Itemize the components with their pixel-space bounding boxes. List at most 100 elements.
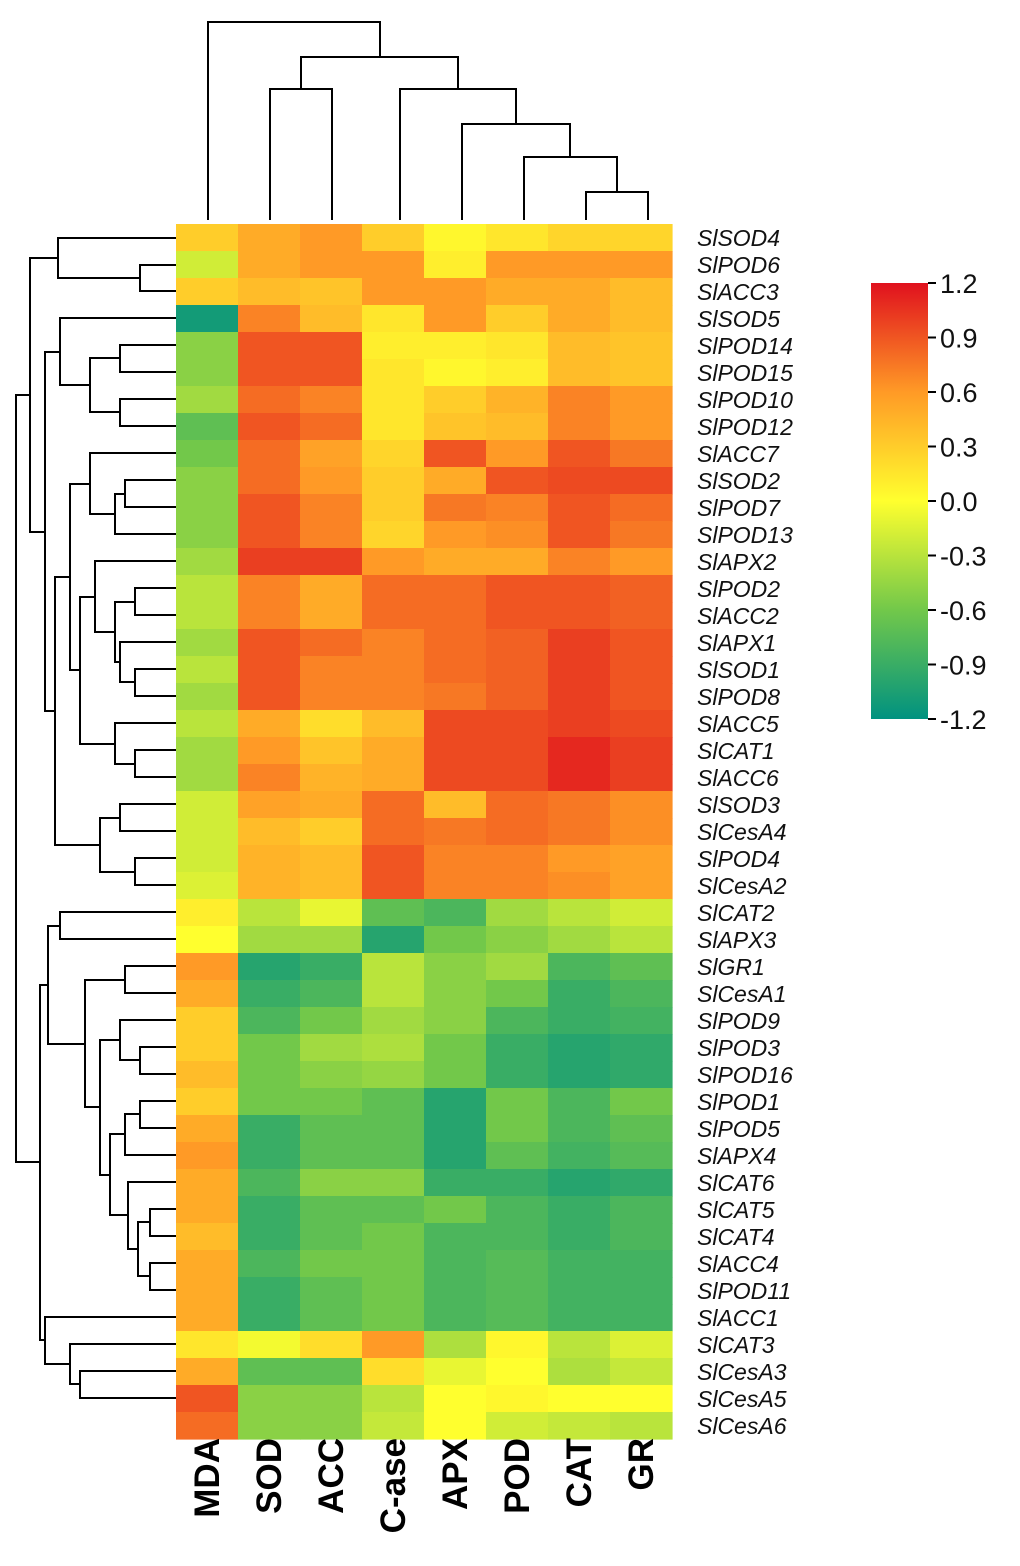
colorbar-tick-label: -1.2 [940,705,987,735]
heatmap-cell [610,791,673,819]
heatmap-cell [300,926,363,954]
heatmap-cell [424,737,487,765]
heatmap-cell [610,1034,673,1062]
heatmap-cell [176,305,239,333]
heatmap-cell [486,521,549,549]
heatmap-cell [300,737,363,765]
heatmap-cell [486,737,549,765]
heatmap-cell [486,1250,549,1278]
heatmap-cell [362,629,425,657]
heatmap-cell [548,872,611,900]
heatmap-cell [486,440,549,468]
colorbar-tick-label: 1.2 [940,269,978,299]
heatmap-cell [610,224,673,252]
heatmap-cell [362,1034,425,1062]
heatmap-cell [548,1196,611,1224]
row-label: SlSOD3 [697,792,780,818]
heatmap-cell [610,845,673,873]
heatmap-cell [548,440,611,468]
heatmap-cell [176,872,239,900]
row-label: SlCesA6 [697,1413,787,1439]
heatmap-cell [424,629,487,657]
heatmap-cell [548,548,611,576]
row-dendrogram [15,237,176,1399]
heatmap-cell [610,575,673,603]
column-label: MDA [188,1438,227,1518]
heatmap-cell [486,953,549,981]
heatmap-cell [548,1088,611,1116]
heatmap-cell [362,980,425,1008]
heatmap-cell [176,1331,239,1359]
heatmap-cell [176,413,239,441]
heatmap-cell [548,305,611,333]
heatmap-cell [548,1115,611,1143]
heatmap-cell [176,1358,239,1386]
row-label: SlPOD2 [697,576,780,602]
heatmap-cell [238,1412,301,1440]
row-label: SlACC7 [697,441,780,467]
heatmap-cell [300,1223,363,1251]
heatmap-cell [362,872,425,900]
heatmap-cell [486,791,549,819]
heatmap-cell [424,1223,487,1251]
heatmap-cell [300,1061,363,1089]
row-label: SlACC5 [697,711,779,737]
heatmap-cell [424,1088,487,1116]
heatmap-cell [610,602,673,630]
row-label: SlPOD11 [697,1278,791,1304]
heatmap-cell [610,278,673,306]
row-label: SlCesA5 [697,1386,787,1412]
row-label: SlACC2 [697,603,779,629]
heatmap-cell [486,1358,549,1386]
heatmap-cell [424,575,487,603]
heatmap-cell [424,899,487,927]
heatmap-cell [486,1412,549,1440]
heatmap-cell [300,1412,363,1440]
heatmap-cell [176,359,239,387]
heatmap-cell [424,1061,487,1089]
heatmap-cell [300,575,363,603]
heatmap-cell [610,629,673,657]
heatmap-cell [362,467,425,495]
heatmap-cell [610,926,673,954]
heatmap-cell [424,1304,487,1332]
heatmap-cell [486,1304,549,1332]
heatmap-cell [548,386,611,414]
heatmap-cell [424,845,487,873]
heatmap-cell [300,305,363,333]
heatmap-cell [486,278,549,306]
heatmap-cell [424,332,487,360]
row-label: SlGR1 [697,954,765,980]
heatmap-cell [548,926,611,954]
heatmap-cell [548,980,611,1008]
heatmap-cell [362,1412,425,1440]
colorbar-tick-label: 0.0 [940,487,978,517]
heatmap-cell [548,575,611,603]
heatmap-cell [486,1061,549,1089]
heatmap-cell [548,332,611,360]
heatmap-cell [424,1034,487,1062]
row-label: SlCAT2 [697,900,775,926]
heatmap-cell [362,1088,425,1116]
heatmap-cell [424,980,487,1008]
heatmap-cell [610,683,673,711]
heatmap-cell [238,440,301,468]
heatmap-cell [176,1196,239,1224]
heatmap-cell [548,1142,611,1170]
heatmap-cell [238,602,301,630]
heatmap-cell [362,1331,425,1359]
heatmap-cell [548,710,611,738]
heatmap-cell [362,1169,425,1197]
heatmap-cell [610,656,673,684]
heatmap-cell [362,1304,425,1332]
row-label: SlACC1 [697,1305,779,1331]
heatmap-cell [176,1169,239,1197]
heatmap-cell [238,548,301,576]
heatmap-cell [486,818,549,846]
heatmap-cell [176,926,239,954]
heatmap-cell [362,1196,425,1224]
heatmap-cell [176,1115,239,1143]
colorbar-ticks: 1.2 0.9 0.6 0.3 0.0 -0.3 -0.6 -0.9 -1.2 [928,269,987,735]
heatmap-cell [238,305,301,333]
row-label: SlPOD16 [697,1062,793,1088]
